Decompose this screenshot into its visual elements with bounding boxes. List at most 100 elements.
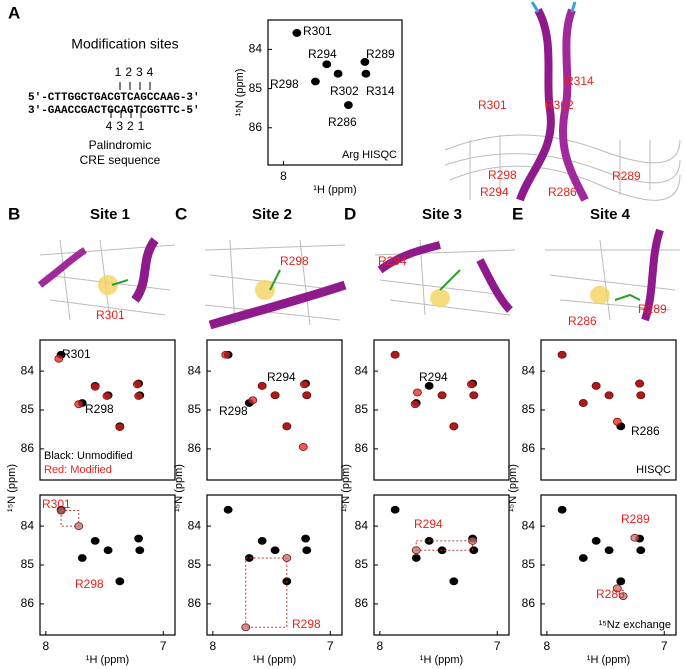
peak — [361, 69, 371, 78]
y-tick-label: 85 — [21, 402, 35, 416]
panel-label: D — [344, 204, 356, 223]
peak — [302, 391, 312, 400]
structure-label: R286 — [568, 314, 597, 328]
peak — [604, 546, 614, 555]
peak — [90, 382, 100, 391]
plot-frame — [373, 494, 510, 636]
site-title: Site 1 — [90, 206, 130, 223]
peak — [469, 391, 479, 400]
peak — [102, 392, 112, 400]
x-axis-label: ¹H (ppm) — [313, 184, 356, 196]
structure-label: R294 — [378, 254, 407, 268]
peak — [270, 391, 280, 400]
peak — [301, 534, 311, 543]
peak-label: R286 — [328, 115, 357, 129]
y-tick-label: 84 — [522, 363, 536, 377]
peak — [74, 400, 84, 409]
peak — [257, 381, 267, 390]
x-tick-label: 7 — [160, 639, 167, 653]
y-tick-label: 86 — [522, 596, 536, 610]
peak-label: R301 — [42, 497, 71, 511]
note: Red: Modified — [44, 464, 112, 476]
y-axis-label: ¹⁵N (ppm) — [234, 69, 246, 117]
y-tick-label: 85 — [188, 402, 202, 416]
peak — [221, 350, 231, 359]
peak — [270, 546, 280, 555]
y-tick-label: 84 — [522, 518, 536, 532]
y-tick-label: 84 — [21, 363, 35, 377]
peak-label: R302 — [330, 84, 359, 98]
x-tick-label: 7 — [494, 639, 501, 653]
note: ¹⁵Nz exchange — [599, 619, 671, 631]
exchange-box — [415, 540, 474, 551]
peak — [115, 577, 125, 586]
y-tick-label: 84 — [249, 42, 263, 56]
peak — [248, 396, 258, 405]
structure-label: R314 — [565, 74, 594, 88]
plot-frame — [373, 339, 510, 481]
peak — [90, 536, 100, 545]
peak — [411, 554, 421, 562]
panel-label: E — [512, 204, 523, 223]
peak — [612, 584, 622, 593]
peak-label: R298 — [75, 577, 104, 591]
y-tick-label: 86 — [522, 441, 536, 455]
y-axis-label: ¹⁵N (ppm) — [340, 464, 352, 512]
exchange-box — [60, 510, 80, 527]
structure-label: R298 — [488, 168, 517, 182]
peak — [390, 505, 400, 514]
structure-art — [37, 1, 681, 330]
peak-label: R286 — [596, 587, 625, 601]
plot-frame — [39, 494, 176, 636]
y-tick-label: 85 — [355, 402, 369, 416]
peak — [557, 505, 567, 514]
peak — [424, 381, 434, 390]
y-tick-label: 85 — [249, 81, 263, 95]
peak — [612, 417, 622, 426]
peak — [333, 69, 343, 78]
peak — [311, 77, 320, 86]
peak-label: R294 — [308, 47, 337, 61]
peak — [56, 506, 66, 515]
note: Arg HISQC — [342, 149, 397, 161]
structure-label: R298 — [280, 254, 309, 268]
peak — [437, 391, 447, 400]
site-title: Site 3 — [422, 206, 462, 223]
peak — [591, 536, 601, 545]
peak-label: R301 — [303, 24, 332, 38]
x-tick-label: 8 — [544, 639, 551, 653]
peak — [54, 354, 64, 363]
structure-label: R301 — [478, 98, 507, 112]
structure-label: R294 — [480, 185, 509, 199]
y-tick-label: 84 — [188, 518, 202, 532]
y-tick-label: 84 — [355, 518, 369, 532]
caption: Palindromic — [89, 138, 152, 152]
peak-label: R294 — [267, 370, 296, 384]
site-title: Site 2 — [252, 206, 292, 223]
plot-frame — [206, 494, 343, 636]
y-tick-label: 84 — [355, 363, 369, 377]
strand: 5'-CTTGGCTGACGTCAGCCAAG-3' — [28, 92, 200, 104]
peak — [449, 422, 459, 431]
peak — [469, 546, 479, 555]
y-tick-label: 86 — [21, 596, 35, 610]
y-tick-label: 86 — [21, 441, 35, 455]
peak — [292, 29, 302, 37]
peak-label: R286 — [631, 424, 660, 438]
structure-label: R302 — [545, 98, 574, 112]
y-tick-label: 86 — [249, 120, 263, 134]
peak — [133, 380, 142, 389]
peak — [578, 554, 588, 562]
peak — [302, 546, 312, 555]
y-tick-label: 86 — [355, 596, 369, 610]
peak — [298, 443, 308, 451]
peak — [591, 381, 601, 390]
peak — [636, 546, 646, 555]
peak — [557, 350, 567, 359]
x-tick-label: 8 — [210, 639, 217, 653]
peak — [618, 592, 628, 601]
peak — [468, 536, 478, 545]
peak-label: R298 — [219, 404, 248, 418]
peak — [411, 546, 421, 555]
